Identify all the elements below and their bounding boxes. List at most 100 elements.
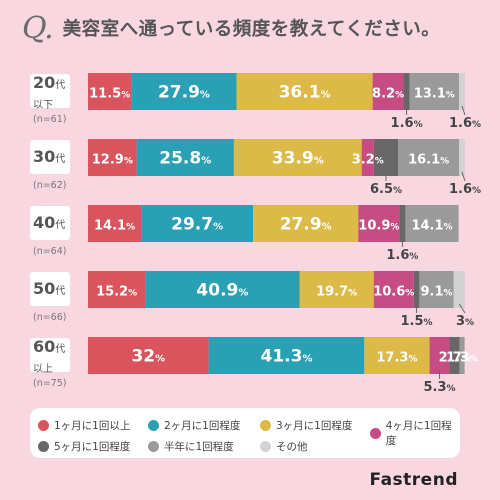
bar-3-0 [88,271,146,308]
category-sample-size: (n=62) [33,180,67,191]
legend-label: 1ヶ月に1回以上 [54,420,131,432]
data-label-0-0: 11.5% [89,87,130,102]
bar-2-3 [358,205,400,242]
question-text: 美容室へ通っている頻度を教えてください。 [62,19,441,40]
category-sample-size: (n=64) [33,246,67,257]
stacked-bar-chart: 11.5% 27.9% 36.1% 8.2% 1.6% 13.1% 1.6% 12.9% 25.… [88,73,481,395]
legend-label: 2ヶ月に1回程度 [164,420,241,432]
data-label-2-3: 10.9% [358,219,399,234]
data-label-4-0: 32% [131,347,165,367]
data-label-1-3: 3.2% [352,153,384,168]
bar-3-6 [453,271,465,308]
bar-1-3 [361,139,374,176]
bar-1-1 [136,139,234,176]
data-label-1-0: 12.9% [92,153,133,168]
legend-item-2: 3ヶ月に1回程度 [260,418,352,433]
legend-item-3: 4ヶ月に1回程度 [370,418,460,448]
brand-logo: Fastrend [369,470,458,490]
bar-4-5 [459,337,465,374]
category-label-box [30,140,70,174]
data-label-2-1: 29.7% [171,215,223,235]
leader-line-1-6 [461,171,466,182]
category-label: 20代 以下 [33,73,66,111]
bar-0-4 [403,73,410,110]
data-label-1-6: 1.6% [449,182,481,197]
legend-item-4: 5ヶ月に1回程度 [38,439,130,454]
legend-swatch [260,441,271,452]
bar-2-2 [253,205,359,242]
legend-item-1: 2ヶ月に1回程度 [148,418,240,433]
bar-4-4 [449,337,460,374]
category-label: 40代 [33,213,66,232]
category-label-box [30,206,70,240]
data-label-0-4: 1.6% [391,116,423,131]
leader-line-3-6 [458,303,466,314]
category-sample-size: (n=61) [33,114,67,125]
legend-item-5: 半年に1回程度 [148,439,234,454]
category-sample-size: (n=66) [33,312,67,323]
data-label-2-5: 14.1% [411,219,452,234]
legend-label: その他 [276,441,308,453]
legend-label: 4ヶ月に1回程度 [385,420,452,447]
data-label-3-6: 3% [456,314,474,329]
bar-2-4 [399,205,406,242]
legend-label: 5ヶ月に1回程度 [54,441,131,453]
category-label-box [30,272,70,306]
question-mark: Q. [22,10,54,46]
data-label-0-6: 1.6% [449,116,481,131]
legend-swatch [148,420,159,431]
category-label: 30代 [33,147,66,166]
data-label-3-3: 10.6% [373,285,414,300]
bar-3-4 [413,271,420,308]
category-label: 60代 以上 [33,337,66,375]
bar-1-4 [373,139,399,176]
data-label-2-0: 14.1% [94,219,135,234]
bar-2-0 [88,205,142,242]
bar-4-3 [429,337,450,374]
bar-2-5 [405,205,459,242]
bar-4-1 [208,337,365,374]
data-label-4-5: 1.3% [446,351,478,366]
category-label-box [30,74,70,108]
bar-4-0 [88,337,209,374]
bar-0-0 [88,73,132,110]
category-sample-size: (n=75) [33,378,67,389]
data-label-4-3: 5.3% [424,380,456,395]
legend-item-6: その他 [260,439,308,454]
data-label-3-1: 40.9% [196,281,248,301]
data-label-3-5: 9.1% [421,285,453,300]
bar-1-0 [88,139,137,176]
legend-swatch [38,441,49,452]
data-label-0-3: 8.2% [372,87,404,102]
data-label-2-4: 1.6% [386,248,418,263]
bar-1-5 [398,139,459,176]
data-label-1-1: 25.8% [159,149,211,169]
data-label-1-5: 16.1% [408,153,449,168]
question-title: Q. 美容室へ通っている頻度を教えてください。 [22,10,441,46]
data-label-3-0: 15.2% [96,285,137,300]
leader-line-0-6 [461,105,466,116]
data-label-0-2: 36.1% [279,83,331,103]
legend-swatch [370,427,381,439]
bar-0-6 [458,73,465,110]
data-label-0-1: 27.9% [158,83,210,103]
legend: 1ヶ月に1回以上 2ヶ月に1回程度 3ヶ月に1回程度 4ヶ月に1回程度 5ヶ月に1回程度… [30,408,460,458]
data-label-3-4: 1.5% [401,314,433,329]
legend-swatch [148,441,159,452]
data-label-0-5: 13.1% [414,87,455,102]
bar-1-6 [458,139,465,176]
bar-3-3 [373,271,414,308]
legend-swatch [38,420,49,431]
bar-3-1 [145,271,300,308]
bar-1-2 [233,139,362,176]
bar-2-1 [141,205,254,242]
bar-3-5 [419,271,454,308]
category-label-box [30,338,70,372]
legend-item-0: 1ヶ月に1回以上 [38,418,130,433]
bar-0-1 [131,73,237,110]
legend-swatch [260,420,271,431]
bar-4-2 [364,337,430,374]
legend-label: 3ヶ月に1回程度 [276,420,353,432]
data-label-4-1: 41.3% [260,347,312,367]
legend-label: 半年に1回程度 [164,441,234,453]
